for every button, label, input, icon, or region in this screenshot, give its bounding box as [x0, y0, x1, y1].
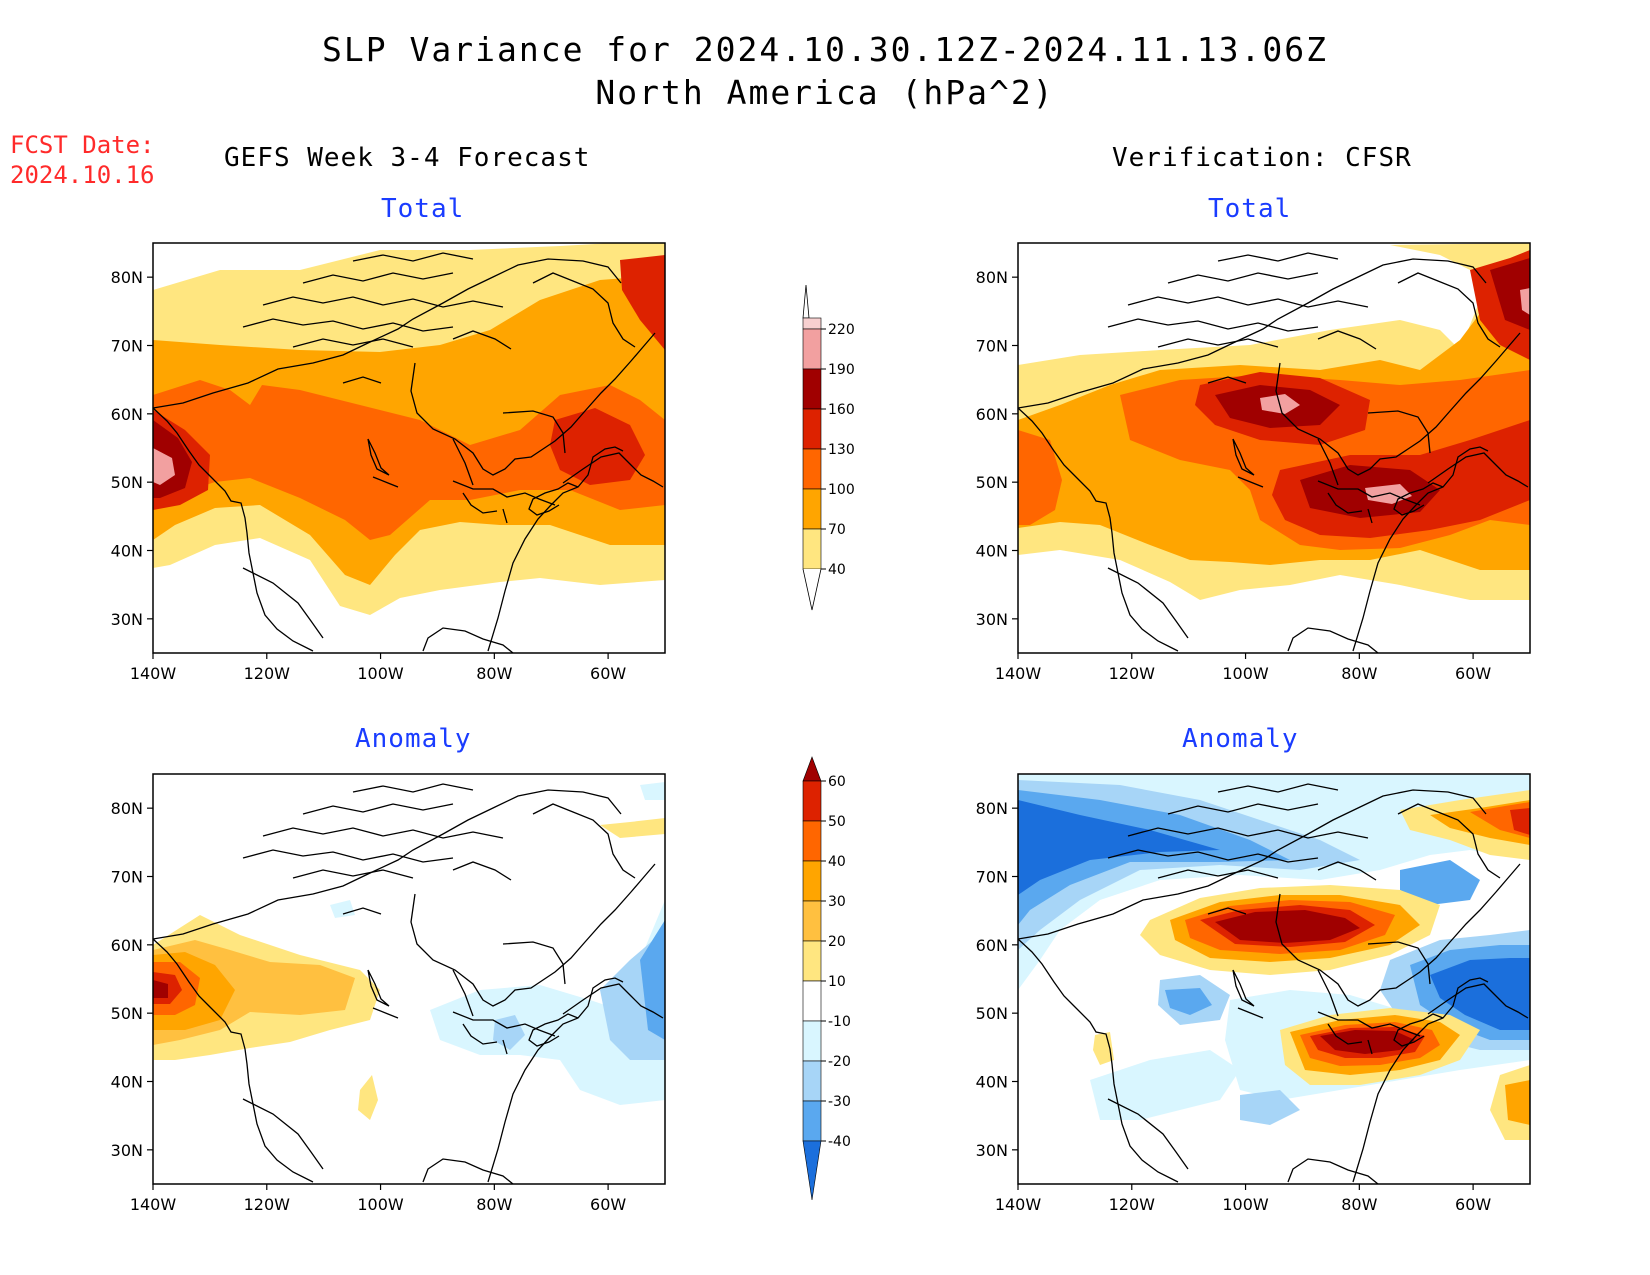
panel-subtitle-fcst-anomaly: Anomaly — [355, 724, 472, 754]
lat-label: 40N — [976, 1073, 1008, 1092]
lat-label: 30N — [976, 1141, 1008, 1160]
chart-subtitle: North America (hPa^2) — [595, 73, 1055, 112]
colorbar-anomaly-label: -40 — [828, 1134, 851, 1150]
lon-label: 80W — [476, 1195, 512, 1214]
map-frame-fcst-anomaly — [152, 773, 666, 1185]
lon-label: 80W — [1341, 664, 1377, 683]
lon-label: 60W — [1455, 664, 1491, 683]
chart-title: SLP Variance for 2024.10.30.12Z-2024.11.… — [322, 30, 1328, 69]
colorbar-total — [802, 284, 822, 611]
lon-label: 120W — [1109, 664, 1156, 683]
lat-label: 60N — [976, 405, 1008, 424]
lon-label: 100W — [357, 664, 404, 683]
lon-label: 60W — [590, 664, 626, 683]
lon-label: 100W — [1222, 1195, 1269, 1214]
lon-label: 140W — [130, 664, 177, 683]
lat-label: 80N — [976, 268, 1008, 287]
map-fcst-anomaly-field — [153, 774, 665, 1184]
left-column-header: GEFS Week 3-4 Forecast — [224, 143, 591, 173]
lat-label: 50N — [976, 1004, 1008, 1023]
colorbar-anomaly-label: -30 — [828, 1094, 851, 1110]
lat-label: 60N — [111, 936, 143, 955]
colorbar-anomaly-label: 10 — [828, 974, 846, 990]
panel-subtitle-fcst-total: Total — [381, 194, 465, 224]
panel-subtitle-verif-total: Total — [1208, 194, 1292, 224]
colorbar-anomaly-label: 30 — [828, 894, 846, 910]
lat-label: 80N — [111, 268, 143, 287]
lat-label: 50N — [111, 1004, 143, 1023]
axis-labels: 80N 70N 60N 50N 40N 30N 140W 120W 100W 80W 60W 80N 7… — [111, 268, 1492, 1214]
lon-label: 100W — [1222, 664, 1269, 683]
colorbar-total-label: 70 — [828, 522, 846, 538]
map-frame-verif-anomaly — [1017, 773, 1531, 1185]
lon-label: 80W — [1341, 1195, 1377, 1214]
fcst-date-value: 2024.10.16 — [10, 161, 155, 189]
lon-label: 120W — [1109, 1195, 1156, 1214]
map-frame-fcst-total — [152, 242, 666, 654]
map-verif-anomaly-field — [1018, 774, 1530, 1184]
colorbar-total-label: 100 — [828, 482, 855, 498]
lon-label: 60W — [1455, 1195, 1491, 1214]
lat-label: 80N — [976, 799, 1008, 818]
lat-label: 70N — [976, 337, 1008, 356]
lon-label: 140W — [995, 664, 1042, 683]
lat-label: 30N — [111, 610, 143, 629]
colorbar-anomaly-label: 40 — [828, 854, 846, 870]
fcst-date-label: FCST Date: — [10, 131, 155, 159]
lat-label: 70N — [976, 868, 1008, 887]
colorbar-anomaly-label: 20 — [828, 934, 846, 950]
colorbar-total-label: 190 — [828, 362, 855, 378]
lon-label: 80W — [476, 664, 512, 683]
lat-label: 40N — [111, 542, 143, 561]
colorbar-anomaly-label: 60 — [828, 774, 846, 790]
colorbar-anomaly-label: -10 — [828, 1014, 851, 1030]
colorbar-total-label: 40 — [828, 562, 846, 578]
colorbar-anomaly — [802, 756, 822, 1201]
map-verif-total-field — [1018, 243, 1530, 653]
lat-label: 30N — [111, 1141, 143, 1160]
map-frame-verif-total — [1017, 242, 1531, 654]
lon-label: 100W — [357, 1195, 404, 1214]
colorbar-total-label: 130 — [828, 442, 855, 458]
lat-label: 60N — [111, 405, 143, 424]
lat-label: 50N — [111, 473, 143, 492]
map-fcst-total-field — [153, 243, 665, 653]
lat-label: 30N — [976, 610, 1008, 629]
lon-label: 60W — [590, 1195, 626, 1214]
colorbar-anomaly-label: -20 — [828, 1054, 851, 1070]
lon-label: 120W — [244, 1195, 291, 1214]
right-column-header: Verification: CFSR — [1112, 143, 1412, 173]
lon-label: 140W — [995, 1195, 1042, 1214]
lon-label: 120W — [244, 664, 291, 683]
colorbar-total-label: 220 — [828, 322, 855, 338]
lat-label: 50N — [976, 473, 1008, 492]
lat-label: 70N — [111, 337, 143, 356]
lat-label: 60N — [976, 936, 1008, 955]
lat-label: 40N — [111, 1073, 143, 1092]
panel-subtitle-verif-anomaly: Anomaly — [1182, 724, 1299, 754]
lat-label: 80N — [111, 799, 143, 818]
lat-label: 40N — [976, 542, 1008, 561]
lon-label: 140W — [130, 1195, 177, 1214]
lat-label: 70N — [111, 868, 143, 887]
colorbar-total-label: 160 — [828, 402, 855, 418]
colorbar-anomaly-label: 50 — [828, 814, 846, 830]
